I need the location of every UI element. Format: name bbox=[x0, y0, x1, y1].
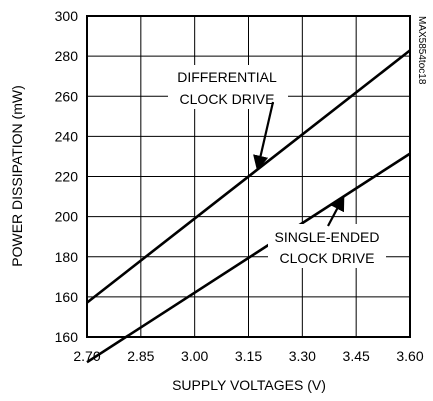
differential-clock-drive-line bbox=[86, 49, 411, 304]
single-ended-label-line1: SINGLE-ENDED bbox=[274, 229, 379, 245]
figure-code: MAX5854toc18 bbox=[416, 16, 427, 85]
differential-label-line2: CLOCK DRIVE bbox=[180, 91, 275, 107]
y-tick-label: 180 bbox=[55, 249, 79, 265]
single-ended-label-line2: CLOCK DRIVE bbox=[280, 250, 375, 266]
y-tick-label: 160 bbox=[55, 289, 79, 305]
y-tick-label: 300 bbox=[55, 8, 79, 24]
x-tick-label: 3.30 bbox=[289, 348, 316, 364]
single-ended-arrow bbox=[327, 195, 345, 227]
x-tick-label: 2.85 bbox=[127, 348, 154, 364]
y-tick-label: 160 bbox=[55, 329, 79, 345]
tick-labels: 2.70 2.85 3.00 3.15 3.30 3.45 3.60 160 160 180 200… bbox=[55, 8, 424, 364]
series-lines bbox=[86, 49, 411, 364]
y-tick-label: 260 bbox=[55, 88, 79, 104]
y-axis-label: POWER DISSIPATION (mW) bbox=[9, 85, 25, 266]
y-tick-label: 240 bbox=[55, 128, 79, 144]
x-tick-label: 3.15 bbox=[235, 348, 262, 364]
x-tick-label: 2.70 bbox=[73, 348, 100, 364]
x-tick-label: 3.00 bbox=[181, 348, 208, 364]
annotations: DIFFERENTIAL CLOCK DRIVE SINGLE-ENDED CLOCK… bbox=[168, 65, 386, 268]
x-axis-label: SUPPLY VOLTAGES (V) bbox=[172, 377, 326, 393]
x-tick-label: 3.45 bbox=[343, 348, 370, 364]
y-tick-label: 220 bbox=[55, 169, 79, 185]
plot-frame bbox=[86, 15, 411, 338]
y-tick-label: 200 bbox=[55, 209, 79, 225]
single-ended-clock-drive-line bbox=[86, 152, 411, 364]
differential-label-bg bbox=[168, 65, 288, 109]
differential-label-line1: DIFFERENTIAL bbox=[177, 69, 277, 85]
single-ended-label-bg bbox=[268, 224, 386, 268]
differential-arrow bbox=[253, 101, 275, 171]
x-tick-label: 3.60 bbox=[396, 348, 423, 364]
y-tick-label: 280 bbox=[55, 48, 79, 64]
